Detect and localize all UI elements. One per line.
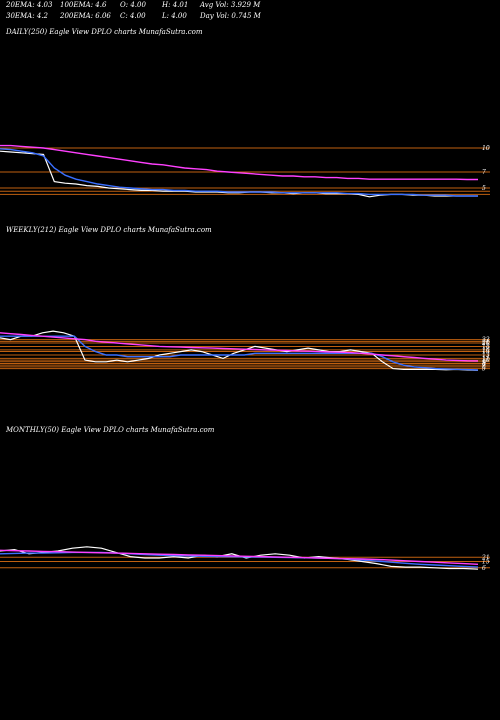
header-ema200: 200EMA: 6.06	[60, 12, 111, 20]
header-open: O: 4.00	[120, 1, 146, 9]
monthly-series-price	[0, 546, 479, 570]
weekly-tick-label-7: 11	[482, 355, 490, 362]
weekly-tick-label-11: 7	[482, 362, 486, 369]
daily-tick-label-0: 10	[482, 145, 490, 152]
daily-tick-label-1: 7	[482, 169, 486, 176]
weekly-chart-title: WEEKLY(212) Eagle View DPLO charts Munaf…	[6, 226, 212, 234]
daily-tick-label-2: 5	[482, 185, 486, 192]
daily-series-ema-long	[0, 144, 478, 181]
weekly-series-ema-short	[0, 335, 479, 371]
daily-chart: 10 7 5	[0, 144, 490, 198]
weekly-tick-label-0: 22	[481, 337, 490, 344]
header-close: C: 4.00	[120, 12, 146, 20]
monthly-chart-title: MONTHLY(50) Eagle View DPLO charts Munaf…	[6, 426, 215, 434]
weekly-tick-label-5: 15	[482, 349, 490, 356]
header-avg-volume: Avg Vol: 3.929 M	[200, 1, 261, 9]
weekly-series-price	[0, 330, 479, 371]
weekly-tick-label-9: 9	[482, 359, 486, 366]
weekly-tick-label-4: 16	[482, 347, 490, 354]
weekly-tick-label-8: 10	[482, 357, 490, 364]
weekly-tick-label-2: 20	[481, 340, 490, 347]
header-high: H: 4.01	[162, 1, 189, 9]
header-ema20: 20EMA: 4.03	[6, 1, 53, 9]
monthly-series-ema-long	[0, 549, 479, 565]
weekly-tick-label-12: 6	[482, 364, 486, 371]
weekly-tick-label-6: 13	[482, 352, 490, 359]
weekly-tick-label-1: 21	[481, 338, 490, 345]
header-day-volume: Day Vol: 0.745 M	[200, 12, 261, 20]
header-low: L: 4.00	[162, 12, 187, 20]
weekly-tick-label-13: 5	[482, 366, 486, 373]
monthly-tick-label-0: 21	[481, 554, 490, 561]
monthly-tick-label-1: 15	[482, 559, 490, 566]
header-ema100: 100EMA: 4.6	[60, 1, 107, 9]
weekly-tick-label-3: 18	[482, 343, 490, 350]
monthly-tick-label-2: 6	[482, 565, 486, 572]
daily-chart-title: DAILY(250) Eagle View DPLO charts Munafa…	[6, 28, 203, 36]
daily-series-ema-short	[0, 148, 478, 197]
daily-series-price	[0, 150, 478, 198]
weekly-tick-label-10: 8	[482, 361, 486, 368]
monthly-series-ema-short	[0, 551, 479, 568]
header-ema30: 30EMA: 4.2	[6, 12, 48, 20]
weekly-series-ema-long	[0, 332, 479, 362]
